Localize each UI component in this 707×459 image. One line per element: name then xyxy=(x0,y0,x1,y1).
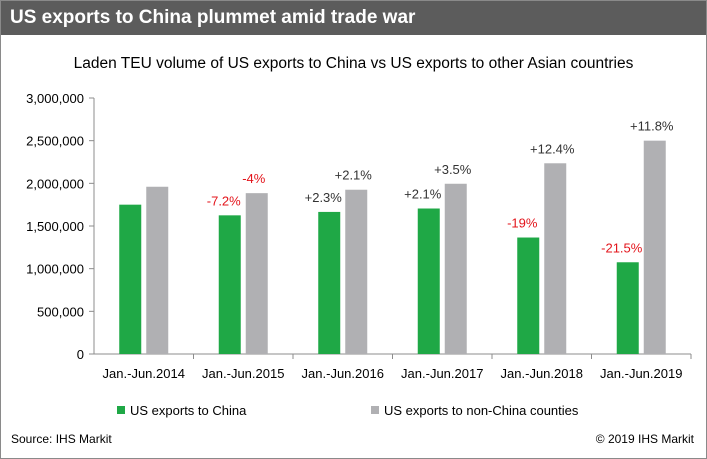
data-label: +2.3% xyxy=(305,190,343,205)
y-tick-label: 500,000 xyxy=(37,304,84,319)
bar-non-china xyxy=(444,183,467,354)
y-tick-label: 1,000,000 xyxy=(26,262,84,277)
bar-non-china xyxy=(146,186,169,354)
data-label: -7.2% xyxy=(207,193,241,208)
bar-china xyxy=(218,215,241,354)
legend-label: US exports to non-China counties xyxy=(384,403,579,418)
source-note: Source: IHS Markit xyxy=(11,432,112,446)
bar-non-china xyxy=(643,140,666,354)
bar-non-china xyxy=(245,193,268,354)
data-label: +11.8% xyxy=(630,119,674,134)
copyright-note: © 2019 IHS Markit xyxy=(595,432,694,446)
legend-swatch xyxy=(371,406,379,414)
bar-china xyxy=(616,262,639,354)
x-tick-label: Jan.-Jun.2017 xyxy=(401,366,483,381)
x-tick-label: Jan.-Jun.2015 xyxy=(202,366,284,381)
data-label: +3.5% xyxy=(434,162,472,177)
data-label: -19% xyxy=(507,216,538,231)
x-tick-label: Jan.-Jun.2014 xyxy=(103,366,185,381)
y-tick-label: 0 xyxy=(77,347,84,362)
header-bar: US exports to China plummet amid trade w… xyxy=(1,1,706,35)
data-label: +12.4% xyxy=(530,141,575,156)
bar-china xyxy=(417,208,440,354)
y-tick-label: 3,000,000 xyxy=(26,91,84,106)
x-tick-label: Jan.-Jun.2018 xyxy=(501,366,583,381)
legend-swatch xyxy=(117,406,125,414)
data-label: -21.5% xyxy=(601,240,643,255)
bar-china xyxy=(119,204,142,354)
y-tick-label: 2,500,000 xyxy=(26,134,84,149)
x-tick-label: Jan.-Jun.2019 xyxy=(600,366,682,381)
y-tick-label: 2,000,000 xyxy=(26,176,84,191)
y-tick-label: 1,500,000 xyxy=(26,219,84,234)
bar-non-china xyxy=(544,163,567,354)
bar-non-china xyxy=(345,189,368,354)
data-label: -4% xyxy=(242,171,266,186)
legend-label: US exports to China xyxy=(130,403,247,418)
data-label: +2.1% xyxy=(335,168,373,183)
bar-china xyxy=(517,237,540,354)
x-tick-label: Jan.-Jun.2016 xyxy=(302,366,384,381)
chart-header-title: US exports to China plummet amid trade w… xyxy=(10,7,416,28)
data-label: +2.1% xyxy=(404,187,442,202)
bar-china xyxy=(318,211,341,354)
chart-title: Laden TEU volume of US exports to China … xyxy=(73,55,634,72)
